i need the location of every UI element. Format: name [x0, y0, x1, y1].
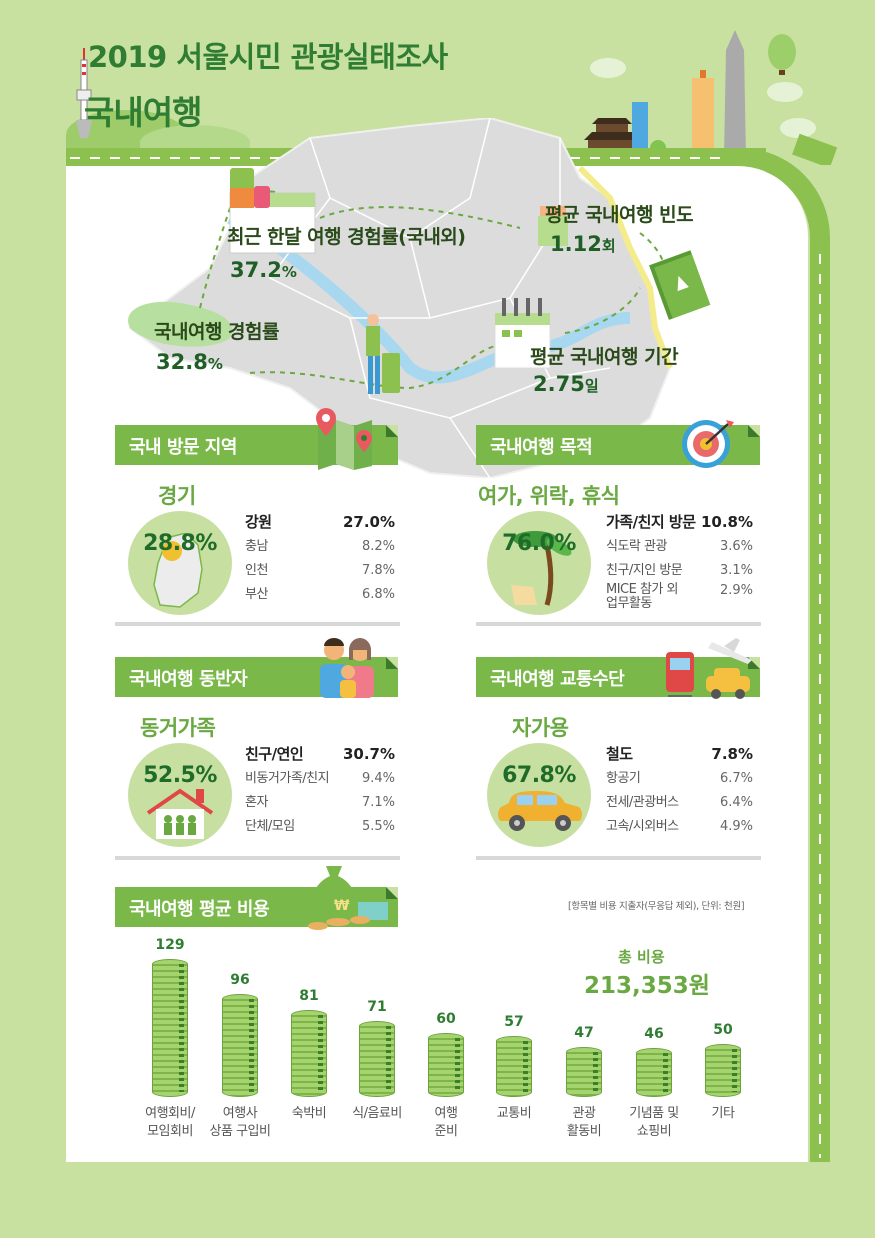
companion-circle: 52.5%	[128, 743, 232, 847]
map-pin-icon	[316, 408, 372, 470]
total-cost-label: 총 비용	[618, 948, 665, 966]
banner-fold	[748, 425, 760, 437]
list-item: 혼자 7.1%	[245, 795, 395, 810]
banner-fold	[386, 657, 398, 669]
banner-fold	[386, 425, 398, 437]
korea-map-icon	[153, 533, 203, 608]
monthly-travel-rate-value: 37.2%	[230, 258, 297, 282]
purpose-top-value: 76.0%	[502, 531, 576, 556]
road-decoration-right	[810, 250, 830, 1162]
list-item: 비동거가족/친지 9.4%	[245, 771, 395, 786]
list-item: 항공기 6.7%	[606, 771, 753, 786]
avg-frequency-label: 평균 국내여행 빈도	[545, 204, 694, 226]
region-list: 강원 27.0% 충남 8.2% 인천 7.8% 부산 6.8%	[245, 511, 395, 607]
list-item: 친구/연인 30.7%	[245, 745, 395, 763]
purpose-top-label: 여가, 위락, 휴식	[478, 484, 620, 508]
banner-fold	[386, 887, 398, 899]
section-divider	[115, 856, 400, 860]
domestic-travel-rate-value: 32.8%	[156, 350, 223, 374]
list-item: 친구/지인 방문 3.1%	[606, 563, 753, 578]
list-item: 전세/관광버스 6.4%	[606, 795, 753, 810]
region-top-label: 경기	[158, 484, 196, 508]
list-item: 단체/모임 5.5%	[245, 819, 395, 834]
palm-tree-icon	[511, 531, 572, 606]
list-item: 부산 6.8%	[245, 587, 395, 602]
transport-list: 철도 7.8% 항공기 6.7% 전세/관광버스 6.4% 고속/시외버스 4.9%	[606, 743, 753, 839]
transport-top-value: 67.8%	[502, 763, 576, 788]
list-item: 식도락 관광 3.6%	[606, 539, 753, 554]
region-circle: 28.8%	[128, 511, 232, 615]
companion-top-label: 동거가족	[140, 716, 216, 740]
money-bag-icon: ₩	[308, 866, 388, 930]
domestic-travel-rate-label: 국내여행 경험률	[154, 321, 279, 343]
total-cost-value: 213,353원	[584, 973, 710, 999]
section-divider	[115, 622, 400, 626]
purpose-circle: 76.0%	[487, 511, 591, 615]
seoul-map-illustration	[128, 118, 711, 478]
avg-duration-label: 평균 국내여행 기간	[530, 346, 679, 368]
companion-top-value: 52.5%	[143, 763, 217, 788]
transport-icon	[666, 638, 752, 699]
section-divider	[476, 856, 761, 860]
family-icon	[320, 638, 374, 698]
purpose-list: 가족/친지 방문 10.8% 식도락 관광 3.6% 친구/지인 방문 3.1% MI…	[606, 511, 753, 615]
section-divider	[476, 622, 761, 626]
avg-duration-value: 2.75일	[533, 372, 599, 396]
page-title: 2019 서울시민 관광실태조사	[88, 40, 448, 74]
monthly-travel-rate-label: 최근 한달 여행 경험률(국내외)	[227, 226, 466, 248]
region-top-value: 28.8%	[143, 531, 217, 556]
house-icon	[146, 788, 214, 839]
list-item: 철도 7.8%	[606, 745, 753, 763]
target-icon	[682, 420, 734, 468]
avg-frequency-value: 1.12회	[550, 232, 616, 256]
list-item: 인천 7.8%	[245, 563, 395, 578]
list-item: 충남 8.2%	[245, 539, 395, 554]
transport-top-label: 자가용	[512, 716, 569, 740]
list-item: 가족/친지 방문 10.8%	[606, 513, 753, 531]
seoul-tower-icon	[76, 48, 92, 138]
car-icon	[498, 791, 582, 831]
list-item: 강원 27.0%	[245, 513, 395, 531]
list-item: 고속/시외버스 4.9%	[606, 819, 753, 834]
transport-circle: 67.8%	[487, 743, 591, 847]
cost-note: [항목별 비용 지출자(무응답 제외), 단위: 천원]	[568, 901, 745, 912]
page-subtitle: 국내여행	[84, 93, 202, 132]
svg-text:₩: ₩	[334, 898, 350, 914]
companion-list: 친구/연인 30.7% 비동거가족/친지 9.4% 혼자 7.1% 단체/모임 5.5%	[245, 743, 395, 839]
list-item: MICE 참가 외 업무활동 2.9%	[606, 582, 753, 611]
